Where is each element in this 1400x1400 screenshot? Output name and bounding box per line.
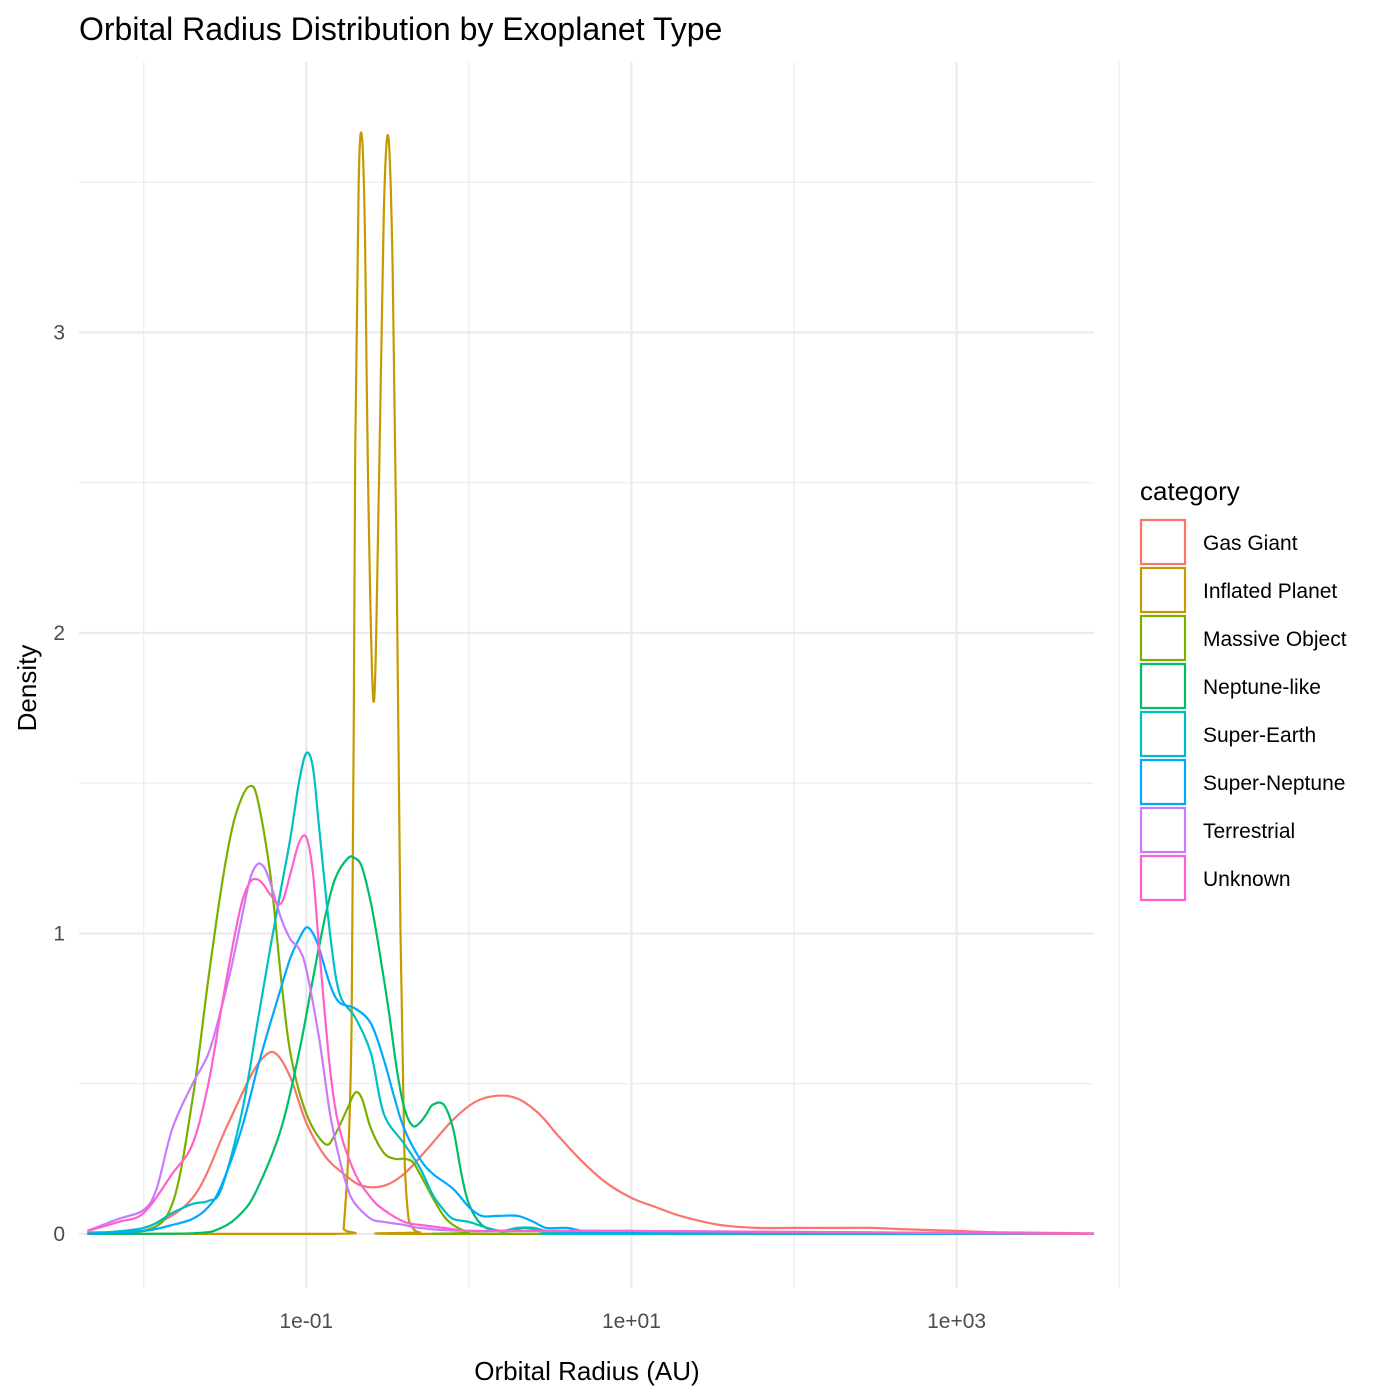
y-tick-label-3: 3 bbox=[53, 321, 65, 344]
series-line-massive-object bbox=[87, 784, 1094, 1236]
y-tick-label-0: 0 bbox=[53, 1223, 65, 1246]
y-axis-ticks: 0 1 2 3 bbox=[53, 321, 65, 1245]
legend-key-massive-object bbox=[1139, 614, 1187, 662]
legend-label-super-neptune: Super-Neptune bbox=[1203, 772, 1345, 795]
legend-item-neptune-like: Neptune-like bbox=[1139, 662, 1321, 710]
legend-key-super-earth bbox=[1139, 710, 1187, 758]
legend-key-super-neptune bbox=[1139, 758, 1187, 806]
legend-title: category bbox=[1140, 476, 1240, 506]
y-tick-label-2: 2 bbox=[53, 622, 65, 645]
x-axis-title: Orbital Radius (AU) bbox=[474, 1356, 699, 1386]
y-axis-title: Density bbox=[12, 645, 42, 732]
legend: category Gas Giant Inflated Planet Massive… bbox=[1139, 476, 1347, 902]
y-tick-label-1: 1 bbox=[53, 922, 65, 945]
chart-title: Orbital Radius Distribution by Exoplanet… bbox=[79, 11, 722, 47]
legend-item-massive-object: Massive Object bbox=[1139, 614, 1347, 662]
series-line-super-neptune bbox=[87, 926, 1095, 1235]
legend-label-super-earth: Super-Earth bbox=[1203, 724, 1316, 747]
legend-label-unknown: Unknown bbox=[1203, 868, 1291, 891]
legend-key-terrestrial bbox=[1139, 806, 1187, 854]
x-axis-ticks: 1e-01 1e+01 1e+03 bbox=[279, 1310, 986, 1333]
legend-label-massive-object: Massive Object bbox=[1203, 628, 1347, 651]
legend-key-gas-giant bbox=[1139, 518, 1187, 566]
legend-key-inflated-planet bbox=[1139, 566, 1187, 614]
x-tick-label-2: 1e+03 bbox=[927, 1310, 986, 1333]
legend-key-neptune-like bbox=[1139, 662, 1187, 710]
legend-label-inflated-planet: Inflated Planet bbox=[1203, 580, 1337, 603]
series-line-inflated-planet bbox=[87, 131, 1094, 1236]
legend-item-unknown: Unknown bbox=[1139, 854, 1291, 902]
legend-item-inflated-planet: Inflated Planet bbox=[1139, 566, 1337, 614]
legend-item-super-neptune: Super-Neptune bbox=[1139, 758, 1345, 806]
legend-label-terrestrial: Terrestrial bbox=[1203, 820, 1295, 843]
legend-item-terrestrial: Terrestrial bbox=[1139, 806, 1295, 854]
x-tick-label-0: 1e-01 bbox=[279, 1310, 333, 1333]
legend-label-gas-giant: Gas Giant bbox=[1203, 532, 1298, 555]
legend-item-super-earth: Super-Earth bbox=[1139, 710, 1316, 758]
x-tick-label-1: 1e+01 bbox=[602, 1310, 661, 1333]
series-line-terrestrial bbox=[86, 862, 1095, 1235]
legend-key-unknown bbox=[1139, 854, 1187, 902]
grid-lines bbox=[79, 62, 1120, 1288]
series-line-unknown bbox=[86, 834, 1095, 1235]
series-lines bbox=[86, 131, 1095, 1236]
series-line-super-earth bbox=[87, 751, 1094, 1236]
legend-label-neptune-like: Neptune-like bbox=[1203, 676, 1321, 699]
series-line-gas-giant bbox=[87, 1050, 1095, 1235]
legend-item-gas-giant: Gas Giant bbox=[1139, 518, 1298, 566]
